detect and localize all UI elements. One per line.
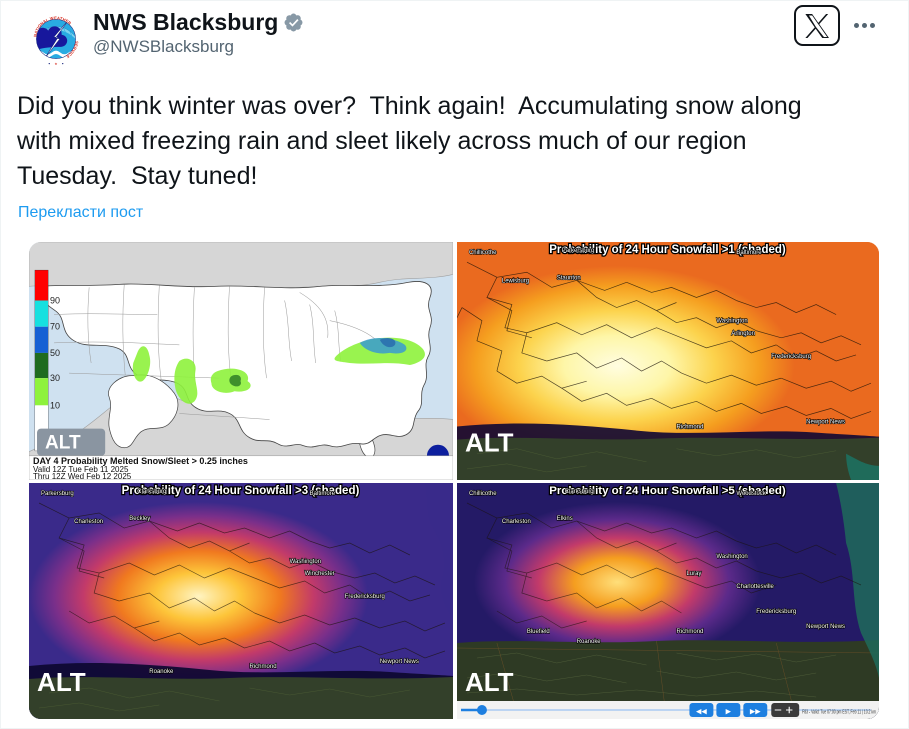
svg-text:ALT: ALT <box>37 667 86 697</box>
svg-text:Roanoke: Roanoke <box>577 639 602 645</box>
svg-text:Washington: Washington <box>716 319 747 325</box>
svg-text:Chillicothe: Chillicothe <box>469 491 497 497</box>
svg-text:Fredericksburg: Fredericksburg <box>756 609 796 615</box>
svg-text:▶: ▶ <box>726 708 732 715</box>
svg-text:Parkersburg: Parkersburg <box>41 491 74 497</box>
svg-text:Washington: Washington <box>290 559 322 565</box>
svg-text:ALT: ALT <box>465 428 514 458</box>
svg-text:Richmond: Richmond <box>676 629 703 635</box>
svg-text:Arlington: Arlington <box>731 331 755 337</box>
svg-text:Washington: Washington <box>716 554 747 560</box>
svg-text:Charlottesville: Charlottesville <box>736 584 774 590</box>
svg-text:Thru 12Z Wed Feb 12 2025: Thru 12Z Wed Feb 12 2025 <box>33 472 132 480</box>
svg-text:Lewisburg: Lewisburg <box>502 278 529 284</box>
svg-text:Fredericksburg: Fredericksburg <box>771 354 811 360</box>
svg-text:F83 - Valid: Tue 07:00 pm EST,: F83 - Valid: Tue 07:00 pm EST, Feb 11 | … <box>802 709 876 715</box>
svg-text:▶▶: ▶▶ <box>750 708 761 715</box>
svg-text:Newport News: Newport News <box>806 420 845 426</box>
svg-text:70: 70 <box>50 322 60 332</box>
svg-text:Luray: Luray <box>686 571 701 577</box>
svg-text:Clarksburg: Clarksburg <box>137 489 166 495</box>
svg-text:Beckley: Beckley <box>129 516 150 522</box>
svg-text:10: 10 <box>50 400 60 410</box>
svg-text:Baltimore: Baltimore <box>310 491 336 497</box>
svg-text:Newport News: Newport News <box>806 624 845 630</box>
svg-text:30: 30 <box>50 373 60 383</box>
svg-text:Richmond: Richmond <box>250 664 277 670</box>
svg-text:Bluefield: Bluefield <box>527 629 550 635</box>
svg-text:ALT: ALT <box>45 433 81 454</box>
svg-text:Roanoke: Roanoke <box>149 669 174 675</box>
svg-text:Charleston: Charleston <box>74 519 103 525</box>
svg-text:Charleston: Charleston <box>502 519 531 525</box>
svg-text:Clarksburg: Clarksburg <box>565 489 594 495</box>
svg-text:ALT: ALT <box>465 667 514 697</box>
svg-text:50: 50 <box>50 348 60 358</box>
svg-text:Staunton: Staunton <box>557 275 581 281</box>
svg-text:Winchester: Winchester <box>305 571 335 577</box>
svg-text:Woodstock: Woodstock <box>736 491 765 497</box>
svg-text:◀◀: ◀◀ <box>696 708 707 715</box>
svg-text:Chillicothe: Chillicothe <box>469 250 497 256</box>
svg-text:Parkersburg: Parkersburg <box>562 248 595 254</box>
svg-text:Newport News: Newport News <box>380 659 419 665</box>
svg-text:Baltimore: Baltimore <box>736 250 762 256</box>
svg-text:Richmond: Richmond <box>676 425 703 431</box>
svg-text:90: 90 <box>50 295 60 305</box>
svg-text:Fredericksburg: Fredericksburg <box>345 594 385 600</box>
svg-text:Elkins: Elkins <box>557 516 573 522</box>
